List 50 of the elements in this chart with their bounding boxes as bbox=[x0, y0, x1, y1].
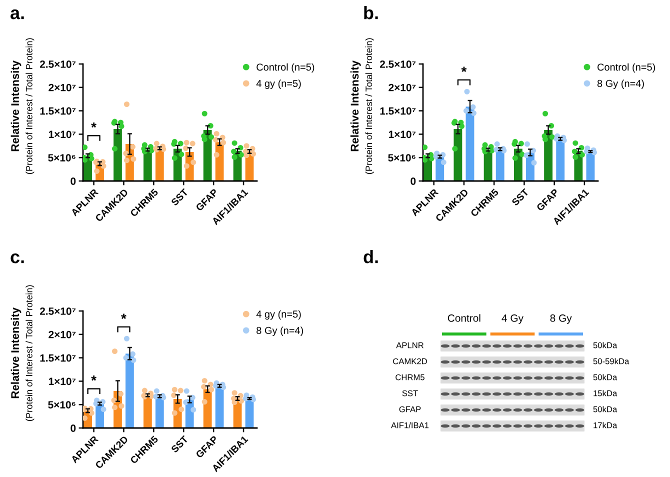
y-tick-label: 0 bbox=[70, 178, 76, 185]
category-label: GFAP bbox=[399, 406, 421, 412]
annotation: * bbox=[121, 314, 126, 319]
y-tick-label: 2×10⁷ bbox=[48, 330, 76, 338]
annotation: * bbox=[91, 376, 96, 381]
category-label: CAMK2D bbox=[393, 358, 427, 364]
category-label: 8 Gy bbox=[550, 314, 572, 324]
category-label: 50kDa bbox=[593, 374, 618, 380]
category-label: AIF1/IBA1 bbox=[391, 422, 429, 428]
y-tick-label: 2×10⁷ bbox=[388, 84, 416, 92]
y-tick-label: 1×10⁷ bbox=[388, 130, 416, 138]
y-axis-title: Relative Intensity (Protein of Interest / Total Protein) bbox=[10, 285, 34, 421]
y-tick-label: 0 bbox=[410, 178, 416, 185]
legend-label: 8 Gy (n=4) bbox=[597, 80, 644, 89]
category-label: SST bbox=[402, 390, 418, 396]
chart-title: b. bbox=[364, 6, 378, 20]
category-label: 50-59kDa bbox=[593, 358, 630, 364]
y-tick-label: 0 bbox=[70, 424, 76, 432]
category-label: 4 Gy bbox=[502, 314, 524, 324]
y-tick-label: 5×10⁶ bbox=[48, 154, 76, 162]
chart-title: a. bbox=[10, 9, 24, 20]
category-label: 50kDa bbox=[593, 406, 618, 412]
legend-label: Control (n=5) bbox=[256, 63, 314, 73]
y-tick-label: 1.5×10⁷ bbox=[40, 354, 76, 362]
chart-title: c. bbox=[10, 253, 24, 264]
legend-label: 4 gy (n=5) bbox=[256, 80, 301, 89]
category-label: 15kDa bbox=[594, 390, 618, 396]
legend-label: Control (n=5) bbox=[598, 63, 656, 73]
y-tick-label: 5×10⁶ bbox=[388, 154, 416, 162]
category-label: 50kDa bbox=[593, 342, 618, 348]
category-label: APLNR bbox=[396, 342, 424, 348]
text: d. bbox=[364, 250, 378, 264]
y-tick-label: 1.5×10⁷ bbox=[380, 107, 416, 115]
category-label: Control bbox=[448, 314, 480, 322]
y-tick-label: 2.5×10⁷ bbox=[40, 308, 76, 315]
category-label: 17kDa bbox=[594, 422, 618, 428]
annotation: * bbox=[91, 122, 96, 128]
y-axis-title: Relative Intensity (Protein of Interest / Total Protein) bbox=[350, 38, 374, 174]
y-tick-label: 2.5×10⁷ bbox=[380, 60, 416, 68]
y-axis-title: Relative Intensity (Protein of Interest / Total Protein) bbox=[10, 38, 34, 174]
category-label: CHRM5 bbox=[396, 374, 424, 380]
y-tick-label: 1.5×10⁷ bbox=[40, 107, 76, 115]
y-tick-label: 1×10⁷ bbox=[48, 130, 76, 138]
y-tick-label: 2×10⁷ bbox=[48, 84, 76, 92]
annotation: * bbox=[461, 66, 467, 72]
y-tick-label: 2.5×10⁷ bbox=[40, 60, 76, 68]
legend-label: 4 gy (n=5) bbox=[256, 310, 301, 320]
legend-label: 8 Gy (n=4) bbox=[256, 326, 304, 336]
y-tick-label: 5×10⁶ bbox=[48, 401, 76, 408]
y-tick-label: 1×10⁷ bbox=[48, 378, 76, 386]
